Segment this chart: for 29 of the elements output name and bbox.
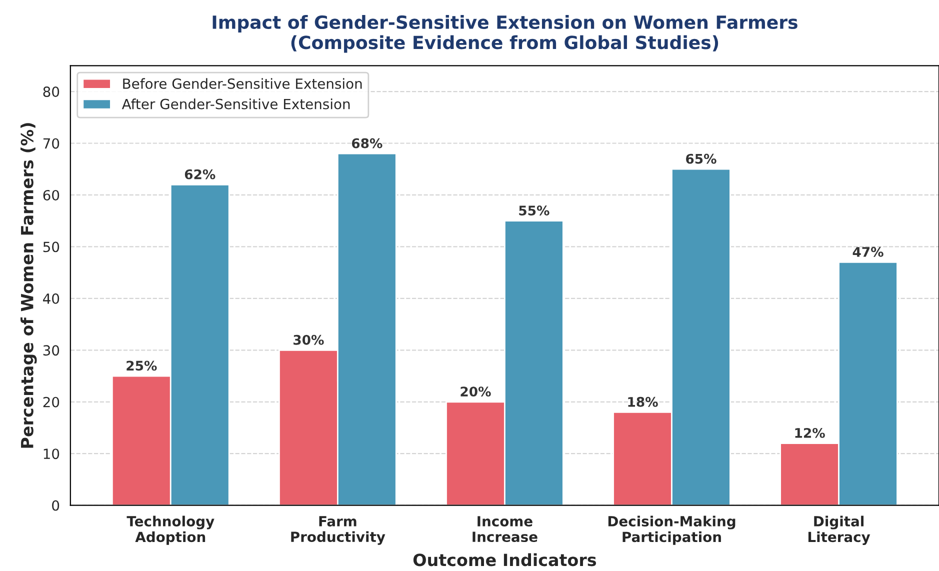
y-tick-label: 10 — [44, 448, 60, 460]
y-axis-title: Percentage of Women Farmers (%) — [20, 123, 37, 448]
x-tick-label: Digital Literacy — [808, 516, 870, 545]
data-label: 65% — [686, 154, 716, 164]
legend-label: After Gender-Sensitive Extension — [122, 98, 350, 110]
data-label: 30% — [294, 334, 324, 345]
y-tick-label: 30 — [43, 345, 60, 356]
x-tick-label: Decision-Making Participation — [608, 516, 736, 545]
data-label: 25% — [126, 360, 157, 371]
x-tick-label: Income Increase — [472, 516, 538, 542]
y-tick-label: 60 — [43, 190, 60, 200]
data-label: 20% — [460, 386, 491, 397]
legend-label: Before Gender-Sensitive Extension — [123, 78, 362, 89]
data-label: 55% — [519, 206, 550, 216]
data-label: 62% — [184, 169, 216, 180]
x-axis-title: Outcome Indicators — [413, 553, 596, 566]
chart-title: Impact of Gender-Sensitive Extension on Women Farmers (Composite Evidence from Global Studies) — [212, 15, 798, 53]
x-tick-label: Farm Productivity — [291, 516, 386, 545]
data-label: 12% — [795, 428, 825, 438]
y-tick-label: 70 — [43, 138, 60, 149]
data-label: 18% — [628, 396, 658, 407]
data-label: 47% — [852, 246, 884, 257]
x-tick-label: Technology Adoption — [126, 516, 214, 545]
y-tick-label: 50 — [43, 242, 60, 252]
y-tick-label: 80 — [43, 86, 60, 97]
y-tick-label: 20 — [43, 396, 60, 408]
data-label: 68% — [352, 138, 382, 148]
y-tick-label: 0 — [52, 500, 60, 511]
y-tick-label: 40 — [43, 293, 60, 304]
